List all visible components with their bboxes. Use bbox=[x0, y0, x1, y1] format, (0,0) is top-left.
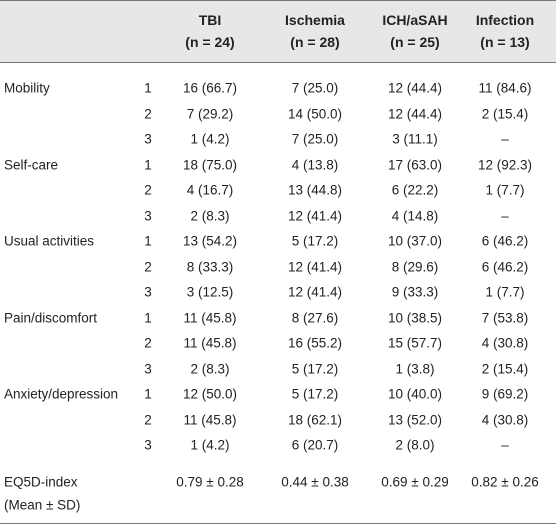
cell: 4 (30.8) bbox=[481, 412, 529, 427]
level: 1 bbox=[144, 233, 152, 249]
cell: 8 (29.6) bbox=[391, 259, 439, 274]
cell: 4 (14.8) bbox=[391, 208, 439, 223]
cell: 11 (84.6) bbox=[478, 80, 532, 96]
cell: 0.82 ± 0.26 bbox=[471, 474, 539, 490]
cell: 6 (20.7) bbox=[291, 437, 339, 453]
cell: 15 (57.7) bbox=[387, 335, 443, 351]
cell: 2 (15.4) bbox=[481, 361, 529, 376]
cell: 12 (41.4) bbox=[287, 259, 343, 274]
column-header: ICH/aSAH bbox=[382, 12, 448, 28]
cell: 0.79 ± 0.28 bbox=[176, 474, 244, 490]
cell: 0.44 ± 0.38 bbox=[281, 474, 349, 490]
cell: 4 (30.8) bbox=[481, 335, 529, 351]
cell: 12 (44.4) bbox=[387, 106, 443, 121]
cell: 13 (44.8) bbox=[287, 182, 343, 198]
level: 1 bbox=[144, 157, 152, 172]
cell: – bbox=[501, 437, 509, 453]
cell: 18 (75.0) bbox=[182, 157, 238, 172]
column-n: (n = 25) bbox=[390, 34, 440, 50]
level: 2 bbox=[144, 182, 152, 198]
cell: 3 (11.1) bbox=[392, 131, 438, 147]
cell: 10 (40.0) bbox=[387, 386, 443, 402]
cell: 9 (69.2) bbox=[481, 386, 529, 402]
cell: 8 (33.3) bbox=[186, 259, 234, 274]
cell: 1 (4.2) bbox=[190, 131, 230, 147]
cell: 10 (38.5) bbox=[387, 310, 443, 325]
level: 2 bbox=[144, 106, 152, 121]
cell: 13 (52.0) bbox=[387, 412, 443, 427]
row-sublabel: (Mean ± SD) bbox=[4, 497, 81, 513]
level: 2 bbox=[144, 259, 152, 274]
column-header: Ischemia bbox=[285, 12, 345, 28]
cell: 4 (13.8) bbox=[291, 157, 339, 172]
row-label: Pain/discomfort bbox=[4, 310, 98, 325]
header-background bbox=[0, 0, 556, 62]
level: 1 bbox=[144, 80, 152, 96]
cell: 7 (29.2) bbox=[186, 106, 234, 121]
header-rule bbox=[0, 62, 556, 63]
cell: 12 (50.0) bbox=[182, 386, 238, 402]
cell: 18 (62.1) bbox=[287, 412, 343, 427]
cell: 5 (17.2) bbox=[291, 361, 339, 376]
level: 3 bbox=[144, 284, 152, 300]
cell: 12 (44.4) bbox=[387, 80, 443, 96]
column-n: (n = 28) bbox=[290, 34, 340, 50]
cell: – bbox=[501, 131, 509, 147]
cell: 5 (17.2) bbox=[291, 233, 339, 249]
cell: 10 (37.0) bbox=[387, 233, 443, 249]
cell: 11 (45.8) bbox=[183, 310, 237, 325]
cell: 16 (66.7) bbox=[182, 80, 238, 96]
bottom-rule bbox=[0, 523, 556, 524]
cell: 12 (41.4) bbox=[287, 284, 343, 300]
column-n: (n = 13) bbox=[480, 34, 530, 50]
column-header: TBI bbox=[198, 12, 222, 28]
cell: 14 (50.0) bbox=[287, 106, 343, 121]
row-label: Mobility bbox=[4, 80, 50, 96]
cell: 17 (63.0) bbox=[387, 157, 443, 172]
cell: 11 (45.8) bbox=[183, 412, 237, 427]
cell: – bbox=[501, 208, 509, 223]
cell: 7 (25.0) bbox=[291, 131, 339, 147]
level: 2 bbox=[144, 412, 152, 427]
cell: 8 (27.6) bbox=[291, 310, 339, 325]
cell: 5 (17.2) bbox=[291, 386, 339, 402]
top-rule bbox=[0, 0, 556, 1]
level: 1 bbox=[144, 386, 152, 402]
row-label: Anxiety/depression bbox=[4, 386, 119, 402]
cell: 12 (92.3) bbox=[477, 157, 533, 172]
level: 3 bbox=[144, 131, 152, 147]
cell: 13 (54.2) bbox=[182, 233, 238, 249]
cell: 7 (53.8) bbox=[481, 310, 529, 325]
level: 2 bbox=[144, 335, 152, 351]
cell: 6 (46.2) bbox=[481, 259, 529, 274]
cell: 9 (33.3) bbox=[391, 284, 439, 300]
cell: 4 (16.7) bbox=[186, 182, 234, 198]
cell: 1 (4.2) bbox=[190, 437, 230, 453]
cell: 6 (46.2) bbox=[481, 233, 529, 249]
level: 3 bbox=[144, 437, 152, 453]
cell: 1 (7.7) bbox=[485, 284, 525, 300]
cell: 0.69 ± 0.29 bbox=[381, 474, 449, 490]
cell: 2 (8.3) bbox=[190, 208, 230, 223]
cell: 2 (15.4) bbox=[481, 106, 529, 121]
row-label: Usual activities bbox=[4, 233, 95, 249]
cell: 1 (7.7) bbox=[485, 182, 525, 198]
level: 3 bbox=[144, 208, 152, 223]
level: 1 bbox=[144, 310, 152, 325]
cell: 1 (3.8) bbox=[395, 361, 435, 376]
row-label: EQ5D-index bbox=[4, 474, 78, 490]
cell: 16 (55.2) bbox=[287, 335, 343, 351]
cell: 7 (25.0) bbox=[291, 80, 339, 96]
column-n: (n = 24) bbox=[185, 34, 235, 50]
column-header: Infection bbox=[475, 12, 535, 28]
cell: 11 (45.8) bbox=[183, 335, 237, 351]
cell: 3 (12.5) bbox=[186, 284, 234, 300]
level: 3 bbox=[144, 361, 152, 376]
cell: 2 (8.0) bbox=[395, 437, 435, 453]
cell: 2 (8.3) bbox=[190, 361, 230, 376]
cell: 6 (22.2) bbox=[391, 182, 439, 198]
row-label: Self-care bbox=[4, 157, 59, 172]
cell: 12 (41.4) bbox=[287, 208, 343, 223]
